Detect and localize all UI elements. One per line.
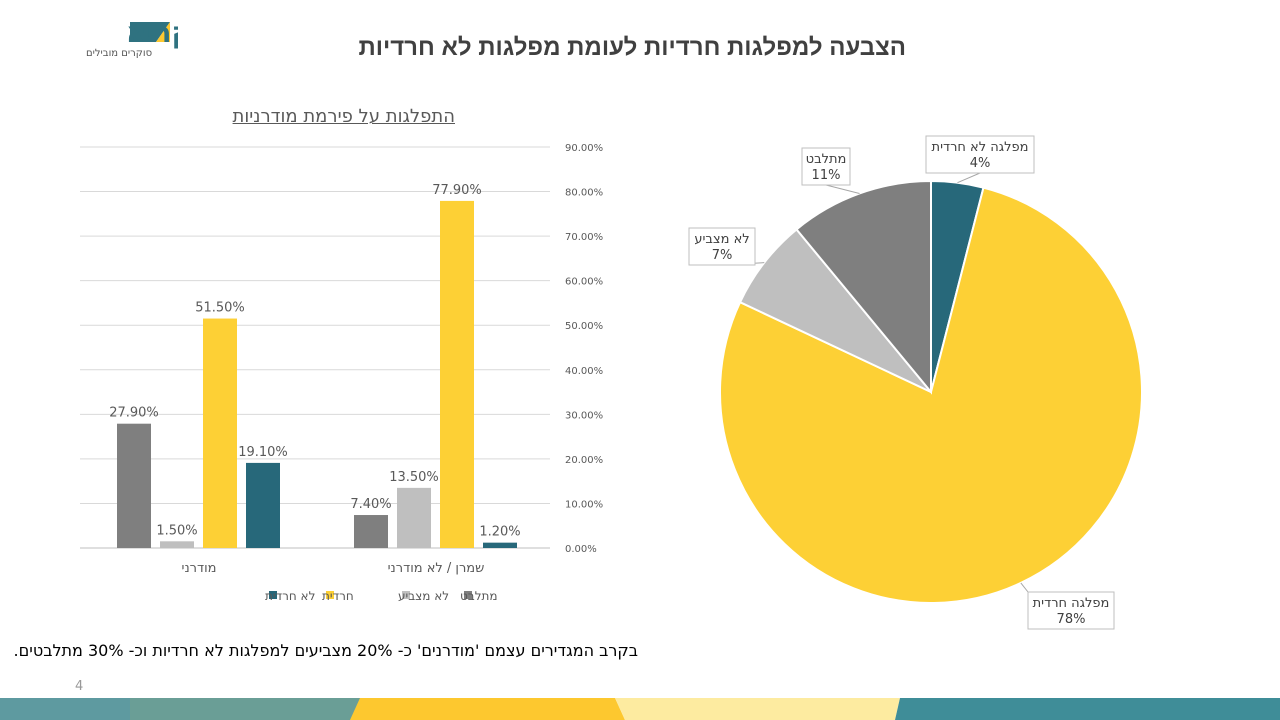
pie-slice [795, 179, 932, 395]
bar-data-label: 13.50% [389, 470, 439, 485]
legend-label: חרדית [322, 589, 354, 603]
bar [354, 515, 388, 548]
y-tick-label: 40.00% [565, 366, 603, 377]
bar [440, 200, 474, 548]
legend-swatch [464, 591, 472, 599]
bar [160, 541, 194, 548]
pie-label-name: מפלגה חרדית [1033, 596, 1110, 611]
bar-chart-title: התפלגות על פירמת מודרניות [232, 106, 455, 127]
pie-label-name: לא מצביע [694, 232, 749, 247]
bar-data-label: 27.90% [109, 406, 159, 421]
bar-data-label: 1.50% [156, 523, 197, 538]
pie-label-box [688, 227, 756, 266]
bar [117, 423, 151, 548]
y-tick-label: 50.00% [565, 321, 603, 332]
bar-data-label: 7.40% [350, 497, 391, 512]
pie-label-name: מתלבט [806, 152, 847, 167]
legend-swatch [402, 591, 410, 599]
bar [483, 542, 517, 548]
legend-swatch [269, 591, 277, 599]
footer-decoration [0, 698, 1280, 720]
y-tick-label: 90.00% [565, 143, 603, 154]
svg-text:סוקרים מובילים: סוקרים מובילים [86, 48, 152, 59]
bar-data-label: 1.20% [479, 525, 520, 540]
legend-label: לא מצביע [398, 589, 449, 603]
pie-label-value: 7% [712, 248, 733, 263]
x-category-label: שמרן / לא מודרני [388, 561, 485, 576]
pie-label-value: 11% [812, 168, 841, 183]
page-title: הצבעה למפלגות חרדיות לעומת מפלגות לא חרד… [358, 34, 906, 61]
callout-line [957, 172, 981, 184]
footnote: בקרב המגדירים עצמם 'מודרנים' כ- 20% מצבי… [13, 641, 638, 660]
page-number: 4 [75, 679, 84, 694]
pie-label-box [1027, 591, 1115, 630]
callout-line [825, 184, 860, 194]
bar-data-label: 19.10% [238, 445, 288, 460]
legend-swatch [326, 591, 334, 599]
legend-label: לא חרדית [265, 589, 315, 603]
legend-label: מתלבט [460, 589, 498, 603]
bar-data-label: 77.90% [432, 183, 482, 198]
pie-label-name: מפלגה לא חרדית [932, 140, 1029, 155]
pie-label-value: 4% [970, 156, 991, 171]
y-tick-label: 20.00% [565, 455, 603, 466]
pie-slice [719, 186, 1143, 604]
x-category-label: מודרני [182, 561, 217, 576]
callout-line [1020, 582, 1029, 593]
y-tick-label: 0.00% [565, 544, 597, 555]
y-tick-label: 70.00% [565, 232, 603, 243]
y-tick-label: 80.00% [565, 188, 603, 199]
bar [203, 318, 237, 548]
pie-label-value: 78% [1057, 612, 1086, 627]
bar-data-label: 51.50% [195, 301, 245, 316]
pie-label-box [801, 147, 851, 186]
y-tick-label: 30.00% [565, 410, 603, 421]
y-tick-label: 60.00% [565, 277, 603, 288]
bar [246, 462, 280, 548]
y-tick-label: 10.00% [565, 499, 603, 510]
pie-label-box [925, 135, 1035, 174]
bar [397, 487, 431, 548]
